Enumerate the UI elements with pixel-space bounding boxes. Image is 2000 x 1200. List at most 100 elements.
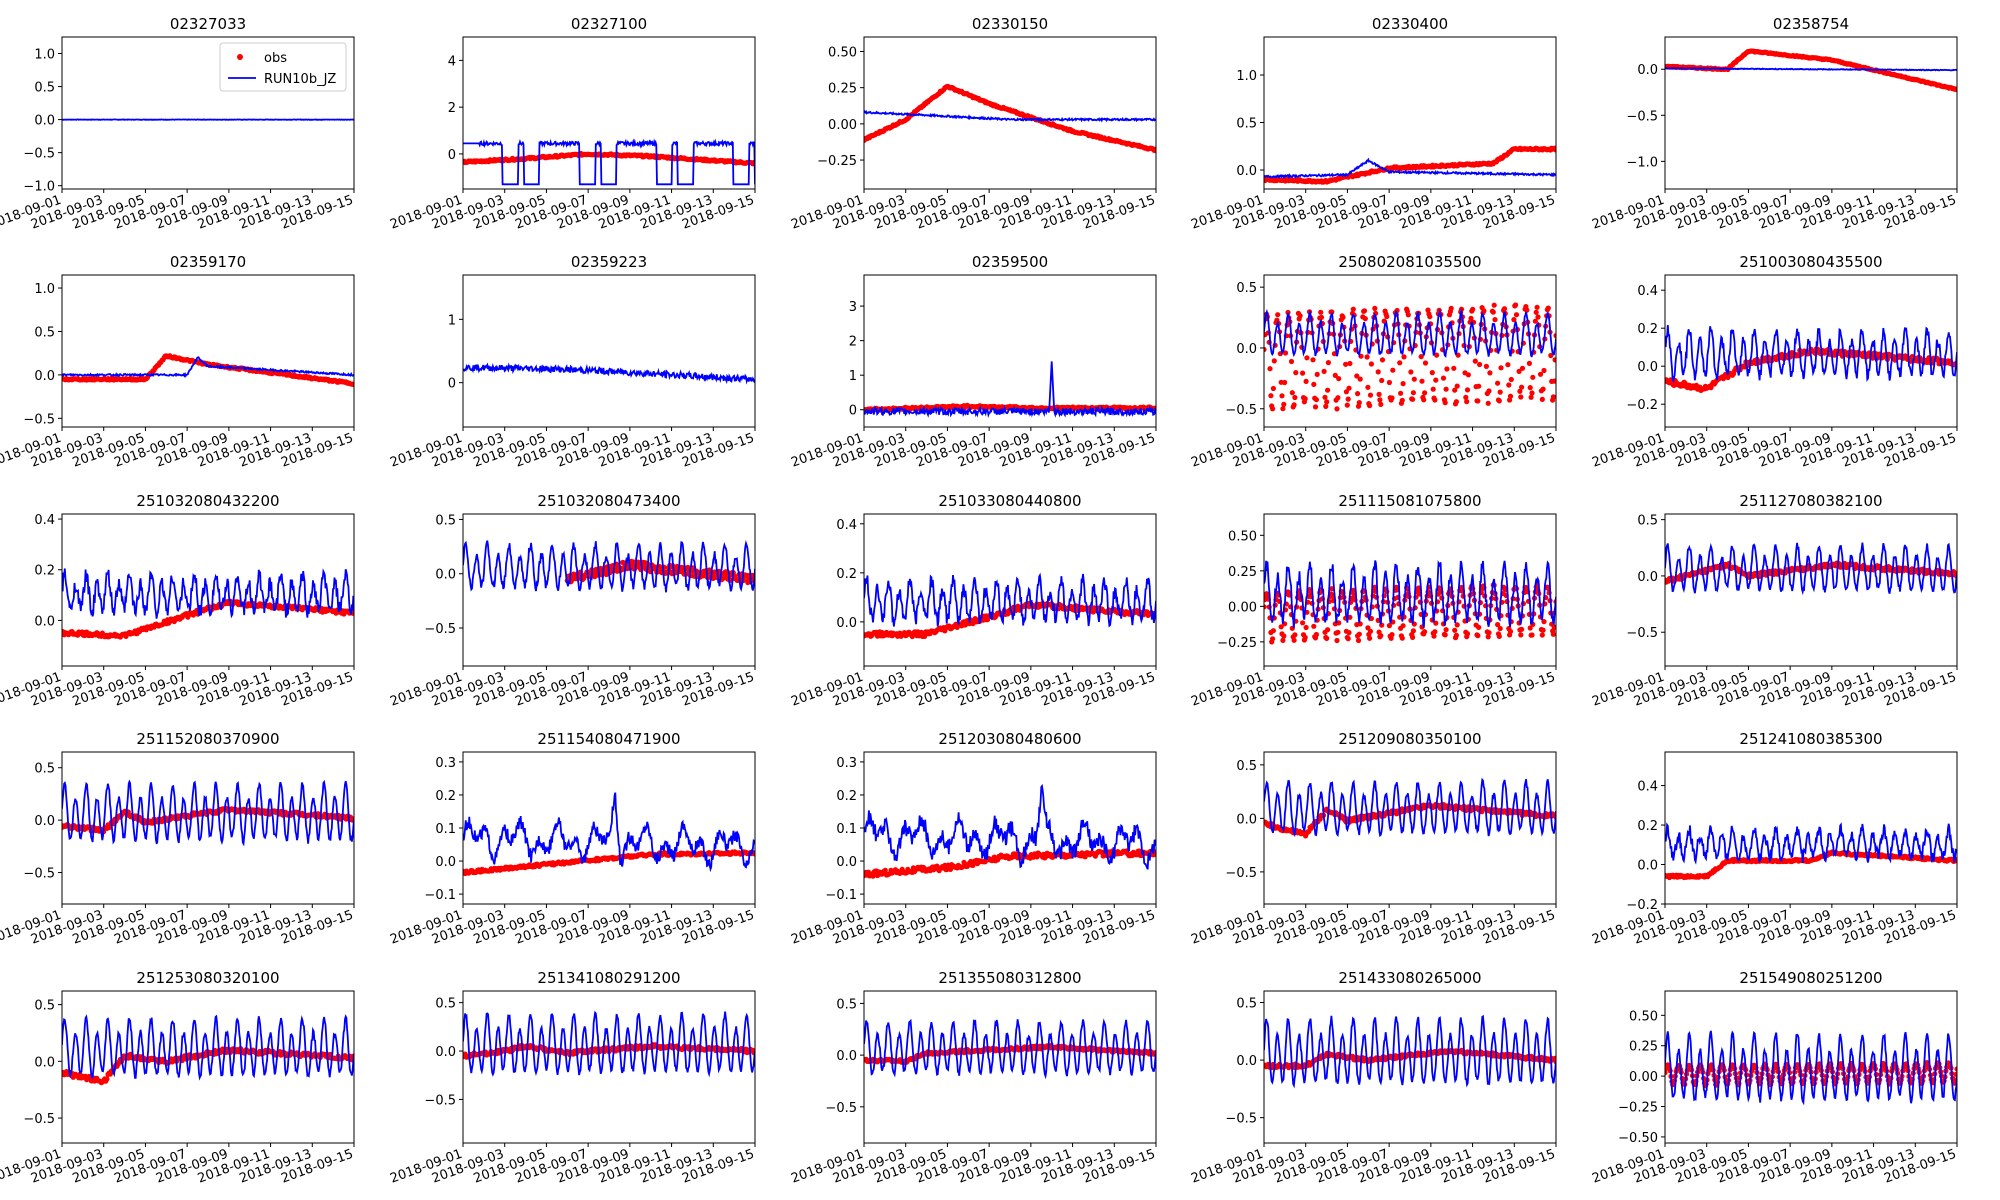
obs-point xyxy=(1365,354,1370,359)
panel-title: 02358754 xyxy=(1773,15,1849,33)
obs-point xyxy=(1293,370,1298,375)
obs-point xyxy=(1484,364,1489,369)
obs-point xyxy=(1322,369,1327,374)
obs-point xyxy=(1292,632,1297,637)
obs-point xyxy=(1401,354,1406,359)
obs-point xyxy=(1433,378,1438,383)
series-model-line xyxy=(62,357,354,376)
obs-point xyxy=(1268,393,1273,398)
series-obs xyxy=(59,353,356,387)
obs-point xyxy=(1358,377,1363,382)
obs-point xyxy=(1270,406,1275,411)
obs-point xyxy=(1282,380,1287,385)
panel-title: 02330400 xyxy=(1372,15,1448,33)
obs-point xyxy=(1466,372,1471,377)
obs-point xyxy=(1444,627,1449,632)
obs-point xyxy=(1400,398,1405,403)
panel-title: 251033080440800 xyxy=(938,492,1081,510)
panel-251032080432200: 2510320804322000.00.20.42018-09-012018-0… xyxy=(0,492,357,710)
obs-point xyxy=(1551,394,1556,399)
panel-250802081035500: 250802081035500−0.50.00.52018-09-012018-… xyxy=(1189,253,1558,471)
obs-point xyxy=(1363,316,1368,321)
y-tick-label: 0.3 xyxy=(435,756,456,771)
axes-frame xyxy=(463,37,755,189)
y-tick-label: 0.5 xyxy=(1236,281,1257,296)
obs-point xyxy=(1513,302,1518,307)
y-tick-label: −0.25 xyxy=(1217,636,1257,651)
obs-point xyxy=(1553,357,1558,362)
obs-point xyxy=(1529,390,1534,395)
obs-point xyxy=(1281,402,1286,407)
y-tick-label: 0.0 xyxy=(34,369,55,384)
y-tick-label: 0.0 xyxy=(1236,342,1257,357)
axes-frame xyxy=(463,275,755,427)
series-obs xyxy=(460,151,757,167)
obs-point xyxy=(1325,388,1330,393)
obs-point xyxy=(1272,358,1277,363)
obs-point xyxy=(1443,400,1448,405)
obs-point xyxy=(1376,369,1381,374)
y-tick-label: −0.5 xyxy=(23,867,55,882)
obs-point xyxy=(1411,628,1416,633)
obs-point xyxy=(1298,313,1303,318)
obs-point xyxy=(1384,314,1389,319)
y-tick-label: 0.5 xyxy=(1236,117,1257,132)
y-tick-label: 0 xyxy=(448,148,456,163)
y-tick-label: 0.2 xyxy=(34,564,55,579)
series-model-line xyxy=(1665,325,1957,381)
y-tick-label: 1.0 xyxy=(1236,69,1257,84)
panel-title: 251203080480600 xyxy=(938,730,1081,748)
obs-point xyxy=(1322,395,1327,400)
y-tick-label: −0.5 xyxy=(23,147,55,162)
obs-point xyxy=(1454,633,1459,638)
obs-point xyxy=(1377,392,1382,397)
y-tick-label: 0.5 xyxy=(1637,514,1658,529)
obs-point xyxy=(1518,394,1523,399)
obs-point xyxy=(1267,366,1272,371)
obs-point xyxy=(1379,378,1384,383)
y-tick-label: 0.0 xyxy=(1637,360,1658,375)
obs-point xyxy=(1387,380,1392,385)
obs-point xyxy=(1506,382,1511,387)
obs-point xyxy=(1398,391,1403,396)
series-obs xyxy=(1261,302,1558,411)
y-tick-label: 0.5 xyxy=(1236,759,1257,774)
panel-title: 251152080370900 xyxy=(136,730,279,748)
obs-point xyxy=(1422,390,1427,395)
obs-point xyxy=(1345,403,1350,408)
obs-point xyxy=(1465,631,1470,636)
obs-point xyxy=(1541,387,1546,392)
obs-point xyxy=(1431,634,1436,639)
series-obs xyxy=(460,849,757,876)
obs-point xyxy=(1325,627,1330,632)
obs-point xyxy=(1304,379,1309,384)
panel-title: 251032080432200 xyxy=(136,492,279,510)
obs-point xyxy=(1346,630,1351,635)
obs-point xyxy=(1444,366,1449,371)
obs-point xyxy=(1432,629,1437,634)
obs-point xyxy=(1464,399,1469,404)
panel-title: 02330150 xyxy=(972,15,1048,33)
y-tick-label: 0.2 xyxy=(435,789,456,804)
y-tick-label: 0.4 xyxy=(836,518,857,533)
obs-point xyxy=(1303,635,1308,640)
obs-point xyxy=(1486,401,1491,406)
y-tick-label: 4 xyxy=(448,54,456,69)
y-tick-label: 0.3 xyxy=(836,756,857,771)
panel-title: 02359500 xyxy=(972,253,1048,271)
y-tick-label: 0.0 xyxy=(34,814,55,829)
obs-point xyxy=(1355,391,1360,396)
obs-point xyxy=(1520,366,1525,371)
obs-point xyxy=(1419,379,1424,384)
y-tick-label: −0.1 xyxy=(825,888,857,903)
obs-point xyxy=(1422,629,1427,634)
panel-02358754: 02358754−1.0−0.50.02018-09-012018-09-032… xyxy=(1590,15,1959,233)
obs-point xyxy=(1551,632,1556,637)
obs-point xyxy=(1495,381,1500,386)
series-model-line xyxy=(864,574,1156,627)
obs-point xyxy=(1334,638,1339,643)
obs-point xyxy=(1473,359,1478,364)
obs-point xyxy=(1410,397,1415,402)
obs-point xyxy=(1326,360,1331,365)
obs-point xyxy=(1406,312,1411,317)
